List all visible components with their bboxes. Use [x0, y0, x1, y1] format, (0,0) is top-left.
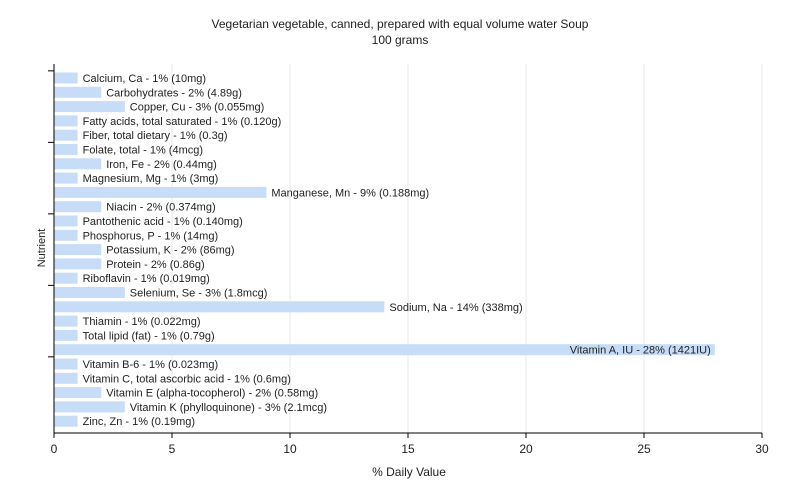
bar — [54, 101, 125, 113]
bar-label: Fiber, total dietary - 1% (0.3g) — [83, 130, 228, 142]
bars: Calcium, Ca - 1% (10mg) Carbohydrates - 2… — [54, 72, 715, 428]
bar — [54, 387, 102, 399]
bar — [54, 186, 267, 198]
bar-label: Thiamin - 1% (0.022mg) — [83, 316, 201, 328]
bar — [54, 287, 125, 298]
bar-label: Vitamin E (alpha-tocopherol) - 2% (0.58m… — [106, 388, 318, 400]
bar — [54, 229, 78, 241]
bar-label: Carbohydrates - 2% (4.89g) — [106, 87, 242, 99]
bar — [54, 244, 102, 256]
bar-label: Vitamin A, IU - 28% (1421IU) — [570, 345, 711, 357]
bar-label: Selenium, Se - 3% (1.8mcg) — [130, 288, 268, 300]
bar — [54, 115, 78, 127]
bar-label: Vitamin C, total ascorbic acid - 1% (0.6… — [83, 373, 291, 385]
grid-lines — [171, 64, 763, 433]
x-tick-label: 10 — [283, 442, 297, 456]
bar-label: Phosphorus, P - 1% (14mg) — [83, 230, 219, 242]
bar — [54, 301, 385, 313]
x-tick-label: 30 — [755, 442, 769, 456]
bar-label: Pantothenic acid - 1% (0.140mg) — [83, 216, 243, 228]
x-tick-label: 20 — [519, 442, 533, 456]
bar — [54, 272, 78, 284]
bar-label: Manganese, Mn - 9% (0.188mg) — [271, 187, 429, 199]
bar-label: Fatty acids, total saturated - 1% (0.120… — [83, 116, 282, 128]
x-tick-label: 0 — [51, 442, 58, 456]
bar-label: Vitamin B-6 - 1% (0.023mg) — [83, 359, 219, 371]
bar-label: Protein - 2% (0.86g) — [106, 259, 204, 271]
chart-subtitle: 100 grams — [371, 33, 429, 47]
bar — [54, 201, 102, 213]
bar-label: Sodium, Na - 14% (338mg) — [389, 302, 522, 314]
bar-label: Folate, total - 1% (4mcg) — [83, 145, 203, 157]
bar — [54, 358, 78, 370]
bar-label: Zinc, Zn - 1% (0.19mg) — [83, 416, 195, 428]
bar — [54, 215, 78, 227]
bar-label: Potassium, K - 2% (86mg) — [106, 245, 234, 257]
bar — [54, 401, 125, 413]
bar-label: Iron, Fe - 2% (0.44mg) — [106, 159, 217, 171]
bar — [54, 129, 78, 141]
bar — [54, 144, 78, 155]
bar — [54, 344, 715, 356]
bar — [54, 415, 78, 427]
bar-label: Riboflavin - 1% (0.019mg) — [83, 273, 210, 285]
bar-label: Niacin - 2% (0.374mg) — [106, 202, 215, 214]
bar — [54, 72, 78, 84]
bar — [54, 315, 78, 327]
chart-title: Vegetarian vegetable, canned, prepared w… — [211, 17, 589, 31]
x-axis-title: % Daily Value — [372, 465, 446, 479]
bar-label: Total lipid (fat) - 1% (0.79g) — [83, 330, 215, 342]
bar-label: Calcium, Ca - 1% (10mg) — [83, 73, 206, 85]
axes: 0 5 10 15 20 25 30 — [48, 64, 769, 456]
bar — [54, 158, 102, 170]
bar-label: Magnesium, Mg - 1% (3mg) — [83, 173, 219, 185]
x-tick-label: 5 — [169, 442, 176, 456]
x-tick-label: 15 — [401, 442, 415, 456]
bar — [54, 329, 78, 341]
x-tick-label: 25 — [637, 442, 651, 456]
bar-label: Vitamin K (phylloquinone) - 3% (2.1mcg) — [130, 402, 327, 414]
bar — [54, 258, 102, 270]
y-axis-title: Nutrient — [36, 229, 48, 268]
bar — [54, 86, 102, 98]
bar-label: Copper, Cu - 3% (0.055mg) — [130, 102, 265, 114]
bar — [54, 372, 78, 384]
bar — [54, 172, 78, 184]
